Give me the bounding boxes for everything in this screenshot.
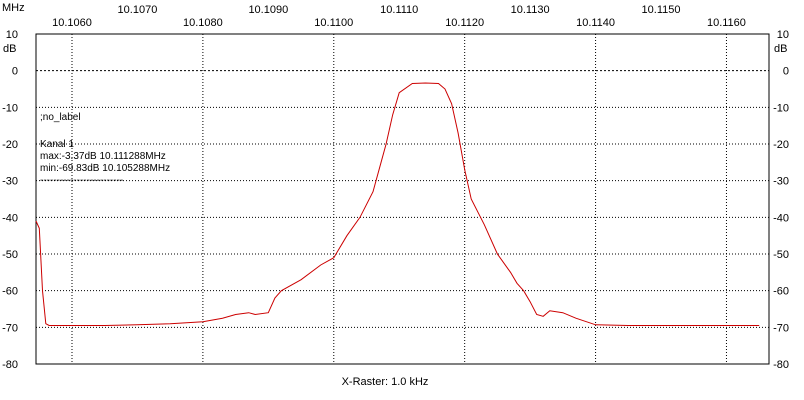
y-tick-right-0: 10 <box>777 29 789 41</box>
x-tick-lower-4: 10.1140 <box>576 17 615 29</box>
y-right-tick-labels: 10 0 -10 -20 -30 -40 -50 -60 -70 -80 <box>773 29 789 371</box>
series-line-kanal-1 <box>35 82 760 326</box>
x-axis-label: X-Raster: 1.0 kHz <box>342 376 429 388</box>
y-tick-right-1: 0 <box>783 66 789 78</box>
x-tick-upper-3: 10.1130 <box>511 4 550 16</box>
y-tick-right-8: -70 <box>773 322 789 334</box>
y-tick-left-5: -40 <box>2 212 18 224</box>
y-tick-left-8: -70 <box>2 322 18 334</box>
y-unit-label-right: dB <box>774 43 787 55</box>
y-tick-left-7: -60 <box>2 286 18 298</box>
y-tick-left-9: -80 <box>2 359 18 371</box>
plot-frame <box>35 33 770 365</box>
y-tick-right-6: -50 <box>773 249 789 261</box>
x-unit-label: MHz <box>2 2 25 14</box>
y-tick-right-3: -20 <box>773 139 789 151</box>
y-unit-label-left: dB <box>3 43 16 55</box>
info-line-channel: Kanal 1 <box>40 139 74 150</box>
x-tick-upper-4: 10.1150 <box>642 4 681 16</box>
y-tick-left-2: -10 <box>2 102 18 114</box>
x-tick-lower-3: 10.1120 <box>445 17 484 29</box>
x-upper-tick-labels: 10.1070 10.1090 10.1110 10.1130 10.1150 <box>118 4 681 16</box>
x-tick-upper-2: 10.1110 <box>380 4 418 16</box>
grid-layer <box>36 34 769 364</box>
info-line-separator: ------------------------- <box>40 175 123 186</box>
y-tick-left-3: -20 <box>2 139 18 151</box>
y-tick-left-6: -50 <box>2 249 18 261</box>
info-line-max: max:-3.37dB 10.111288MHz <box>40 151 166 162</box>
x-tick-lower-1: 10.1080 <box>183 17 223 29</box>
y-tick-right-5: -40 <box>773 212 789 224</box>
y-left-tick-labels: 10 0 -10 -20 -30 -40 -50 -60 -70 -80 <box>2 29 18 371</box>
x-tick-upper-0: 10.1070 <box>118 4 158 16</box>
y-tick-left-1: 0 <box>12 66 18 78</box>
x-tick-lower-0: 10.1060 <box>52 17 92 29</box>
x-tick-lower-2: 10.1100 <box>314 17 353 29</box>
y-tick-left-0: 10 <box>6 29 18 41</box>
info-line-min: min:-69.83dB 10.105288MHz <box>40 163 170 174</box>
y-tick-right-2: -10 <box>773 102 789 114</box>
info-line-label: ;no_label <box>40 112 81 123</box>
x-tick-upper-1: 10.1090 <box>248 4 288 16</box>
x-tick-lower-5: 10.1160 <box>707 17 746 29</box>
y-tick-right-4: -30 <box>773 176 789 188</box>
y-tick-right-9: -80 <box>773 359 789 371</box>
y-tick-right-7: -60 <box>773 286 789 298</box>
marker-info-block: ;no_label Kanal 1 max:-3.37dB 10.111288M… <box>40 112 170 186</box>
y-tick-left-4: -30 <box>2 176 18 188</box>
x-lower-tick-labels: 10.1060 10.1080 10.1100 10.1120 10.1140 10.11… <box>52 17 746 29</box>
